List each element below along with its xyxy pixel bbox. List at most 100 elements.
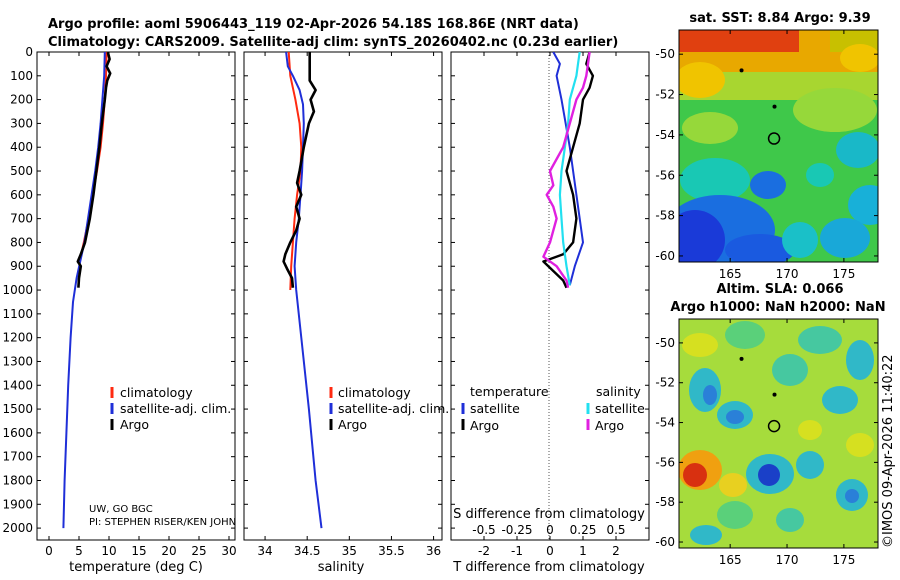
temperature-panel: 0100200300400500600700800900100011001200… bbox=[2, 45, 236, 575]
x-tick-label: -2 bbox=[478, 544, 490, 558]
x-tick-label: -1 bbox=[511, 544, 523, 558]
sst-heatmap bbox=[679, 30, 878, 262]
y-tick-label: 1900 bbox=[2, 497, 33, 511]
temperature-axes-frame bbox=[36, 51, 236, 541]
y-tick-label: 1600 bbox=[2, 426, 33, 440]
salinity-legend: climatology satellite-adj. clim. Argo bbox=[329, 385, 449, 432]
map-y-tick-label: -56 bbox=[655, 455, 675, 469]
island-marker bbox=[772, 392, 777, 397]
sla-map-subtitle: Argo h1000: NaN h2000: NaN bbox=[670, 300, 885, 315]
difference-ticks: -2 -1 0 1 2 -0.5 -0.25 0 0.25 0.5 bbox=[451, 51, 649, 558]
series-argo bbox=[76, 52, 112, 288]
island-marker bbox=[739, 356, 744, 361]
series-temperature-satellite bbox=[552, 52, 584, 286]
figure-title-line2: Climatology: CARS2009. Satellite-adj cli… bbox=[48, 35, 618, 50]
map-x-tick-label: 165 bbox=[719, 553, 742, 567]
figure-title-line1: Argo profile: aoml 5906443_119 02-Apr-20… bbox=[48, 17, 579, 32]
map-x-tick-label: 175 bbox=[832, 553, 855, 567]
map-y-tick-label: -58 bbox=[655, 495, 675, 509]
x-tick-label: 1 bbox=[579, 544, 587, 558]
legend-t-satellite: satellite bbox=[470, 401, 520, 416]
temperature-ticks: 0100200300400500600700800900100011001200… bbox=[2, 45, 236, 558]
temperature-series bbox=[62, 52, 112, 529]
sla-map-frame bbox=[678, 318, 879, 549]
map-y-tick-label: -54 bbox=[655, 416, 675, 430]
x-tick-label: 34.5 bbox=[294, 544, 321, 558]
s-x-tick-label: -0.25 bbox=[501, 523, 532, 537]
sst-map-ticks: -50 -52 -54 -56 -58 -60 165 170 175 bbox=[655, 30, 878, 281]
argo-position-marker bbox=[767, 419, 781, 433]
legend-argo: Argo bbox=[120, 417, 149, 432]
x-tick-label: 15 bbox=[131, 544, 146, 558]
difference-series bbox=[542, 52, 595, 289]
map-y-tick-label: -52 bbox=[655, 88, 675, 102]
island-marker bbox=[739, 68, 744, 73]
map-y-tick-label: -50 bbox=[655, 47, 675, 61]
sst-map-frame bbox=[678, 29, 879, 263]
imos-watermark: ©IMOS 09-Apr-2026 11:40:22 bbox=[881, 354, 896, 548]
sla-map-title: Altim. SLA: 0.066 bbox=[717, 282, 844, 297]
x-tick-label: 20 bbox=[161, 544, 176, 558]
legend-s-argo: Argo bbox=[595, 418, 624, 433]
argo-position-marker bbox=[767, 132, 781, 145]
s-x-tick-label: 0.5 bbox=[606, 523, 625, 537]
x-tick-label: 0 bbox=[546, 544, 554, 558]
legend-satellite: satellite-adj. clim. bbox=[120, 401, 231, 416]
sla-map-markers bbox=[739, 356, 781, 433]
map-x-tick-label: 175 bbox=[832, 267, 855, 281]
t-difference-x-label: T difference from climatology bbox=[452, 560, 645, 575]
map-x-tick-label: 170 bbox=[776, 267, 799, 281]
salinity-ticks: 34 34.5 35 35.5 36 bbox=[244, 51, 442, 558]
series-argo bbox=[282, 52, 317, 288]
map-y-tick-label: -54 bbox=[655, 128, 675, 142]
y-tick-label: 200 bbox=[10, 93, 33, 107]
map-x-tick-label: 170 bbox=[776, 553, 799, 567]
salinity-x-label: salinity bbox=[318, 560, 365, 575]
sst-map-title: sat. SST: 8.84 Argo: 9.39 bbox=[689, 11, 870, 26]
y-tick-label: 1200 bbox=[2, 331, 33, 345]
y-tick-label: 0 bbox=[25, 45, 33, 59]
y-tick-label: 700 bbox=[10, 212, 33, 226]
annotation-pi: PI: STEPHEN RISER/KEN JOHN bbox=[89, 517, 236, 528]
series-salinity-argo bbox=[542, 52, 591, 288]
legend-argo: Argo bbox=[338, 417, 367, 432]
x-tick-label: 2 bbox=[612, 544, 620, 558]
legend-climatology: climatology bbox=[120, 385, 193, 400]
y-tick-label: 1400 bbox=[2, 378, 33, 392]
difference-panel: -2 -1 0 1 2 -0.5 -0.25 0 0.25 0.5 T difference fr… bbox=[450, 51, 650, 575]
s-x-tick-label: -0.5 bbox=[472, 523, 495, 537]
y-tick-label: 1800 bbox=[2, 473, 33, 487]
map-y-tick-label: -58 bbox=[655, 209, 675, 223]
salinity-panel: 34 34.5 35 35.5 36 salinity climatology sate… bbox=[243, 51, 449, 575]
s-x-tick-label: 0.25 bbox=[570, 523, 597, 537]
salinity-axes-frame bbox=[243, 51, 443, 541]
x-tick-label: 34 bbox=[257, 544, 272, 558]
legend-s-satellite: satellite bbox=[595, 401, 645, 416]
legend-temperature-title: temperature bbox=[470, 384, 549, 399]
salinity-series bbox=[282, 52, 323, 529]
map-y-tick-label: -60 bbox=[655, 249, 675, 263]
temperature-x-label: temperature (deg C) bbox=[69, 560, 203, 575]
y-tick-label: 800 bbox=[10, 235, 33, 249]
sla-map-ticks: -50 -52 -54 -56 -58 -60 165 170 175 bbox=[655, 319, 878, 567]
map-y-tick-label: -50 bbox=[655, 336, 675, 350]
x-tick-label: 36 bbox=[426, 544, 441, 558]
map-y-tick-label: -60 bbox=[655, 535, 675, 549]
map-y-tick-label: -56 bbox=[655, 168, 675, 182]
island-marker bbox=[772, 104, 777, 109]
s-x-tick-label: 0 bbox=[546, 523, 554, 537]
y-tick-label: 600 bbox=[10, 188, 33, 202]
y-tick-label: 2000 bbox=[2, 521, 33, 535]
x-tick-label: 10 bbox=[101, 544, 116, 558]
x-tick-label: 25 bbox=[191, 544, 206, 558]
sst-map-markers bbox=[739, 68, 781, 145]
legend-t-argo: Argo bbox=[470, 418, 499, 433]
map-x-tick-label: 165 bbox=[719, 267, 742, 281]
y-tick-label: 400 bbox=[10, 140, 33, 154]
map-y-tick-label: -52 bbox=[655, 376, 675, 390]
legend-climatology: climatology bbox=[338, 385, 411, 400]
temperature-legend: climatology satellite-adj. clim. Argo bbox=[110, 385, 231, 432]
series-salinity-satellite bbox=[558, 52, 581, 286]
y-tick-label: 1300 bbox=[2, 354, 33, 368]
